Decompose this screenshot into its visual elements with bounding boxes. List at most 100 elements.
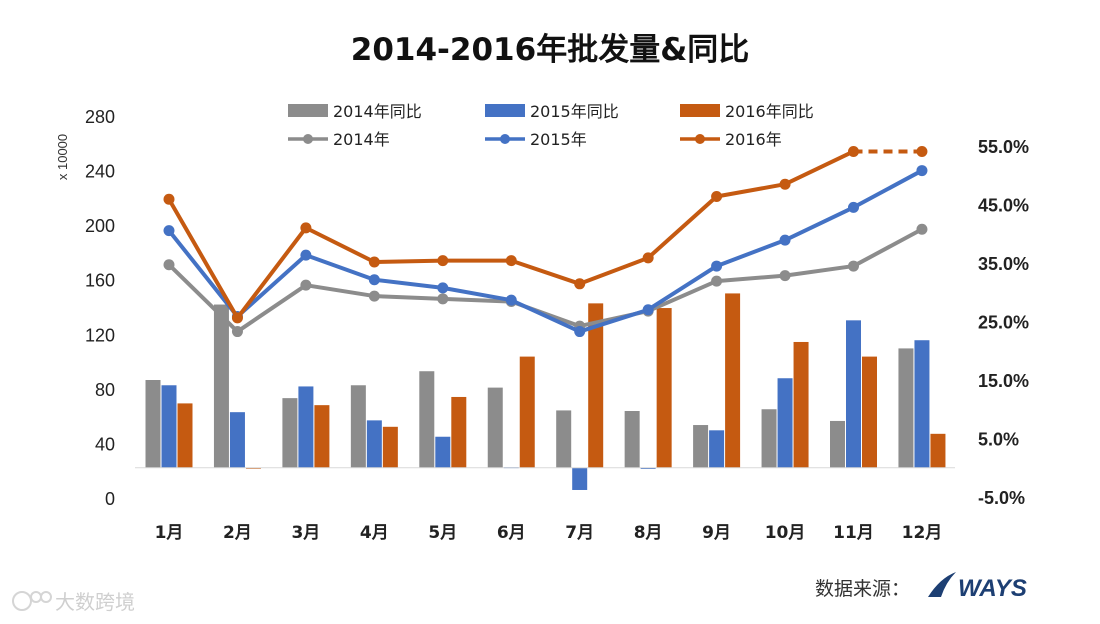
y-left-tick-label: 40 [95, 434, 115, 454]
y-right-tick-label: 55.0% [978, 137, 1029, 157]
watermark-text: 大数跨境 [55, 590, 135, 614]
bar-2015年同比-2月 [229, 412, 245, 468]
x-axis-categories: 1月 2月 3月 4月 5月 6月 7月 8月 9月 10月 11月 12月 [155, 523, 943, 543]
point-2016年-5月 [437, 255, 449, 267]
bar-2016年同比-7月 [588, 303, 604, 468]
point-2014年-12月 [916, 223, 928, 235]
point-2016年-6月 [505, 255, 517, 267]
y-left-tick-label: 280 [85, 107, 115, 127]
point-2015年-7月 [574, 326, 586, 338]
point-2015年-8月 [642, 304, 654, 316]
x-category-label: 9月 [702, 523, 731, 543]
legend-label: 2016年 [725, 130, 782, 149]
bar-2014年同比-6月 [487, 387, 503, 468]
y-right-tick-label: 5.0% [978, 430, 1019, 450]
point-2016年-2月 [231, 312, 243, 324]
legend-label: 2014年同比 [333, 102, 422, 121]
x-category-label: 2月 [223, 523, 252, 543]
point-2015年-10月 [779, 234, 791, 246]
bar-2014年同比-2月 [213, 304, 229, 468]
point-2014年-4月 [368, 290, 380, 302]
bar-2014年同比-1月 [145, 380, 161, 468]
bar-2014年同比-12月 [898, 348, 914, 468]
bar-2015年同比-10月 [777, 378, 793, 468]
point-2016年-8月 [642, 252, 654, 264]
point-2015年-3月 [300, 249, 312, 261]
bar-2016年同比-6月 [519, 356, 535, 468]
point-2016年-12月 [916, 145, 928, 157]
legend: 2014年同比 2015年同比 2016年同比 2014年 2015年 2016年 [288, 102, 814, 149]
bar-2014年同比-3月 [282, 398, 298, 468]
y-right-tick-label: -5.0% [978, 488, 1025, 508]
bar-2015年同比-12月 [914, 340, 930, 468]
point-2016年-1月 [163, 193, 175, 205]
line-2016年 [167, 149, 856, 320]
point-2015年-5月 [437, 282, 449, 294]
bar-2015年同比-11月 [846, 320, 861, 468]
bar-2015年同比-3月 [298, 386, 314, 468]
watermark: 大数跨境 [12, 590, 135, 614]
bar-2016年同比-3月 [314, 405, 330, 468]
x-category-label: 8月 [634, 523, 663, 543]
bar-2016年同比-12月 [930, 433, 946, 468]
point-2016年-4月 [368, 256, 380, 268]
logo-text: WAYS [958, 575, 1027, 602]
point-2014年-9月 [711, 275, 723, 287]
y-left-tick-label: 0 [105, 489, 115, 509]
point-2016年-9月 [711, 190, 723, 202]
legend-marker-2015年 [500, 134, 510, 144]
x-category-label: 11月 [833, 523, 874, 543]
bar-2016年同比-1月 [177, 403, 193, 468]
bar-2016年同比-4月 [382, 426, 398, 468]
bars [145, 293, 946, 490]
point-2015年-12月 [916, 165, 928, 177]
ways-logo: WAYS [928, 572, 1027, 602]
point-2016年-3月 [300, 222, 312, 234]
legend-marker-2014年 [303, 134, 313, 144]
bar-2014年同比-11月 [830, 420, 845, 468]
point-2015年-11月 [848, 201, 859, 213]
lines [163, 145, 928, 338]
y-left-tick-label: 80 [95, 380, 115, 400]
y-left-tick-label: 120 [85, 325, 115, 345]
point-2015年-6月 [505, 294, 517, 306]
point-2016年-10月 [779, 178, 791, 190]
y-left-tick-label: 160 [85, 271, 115, 291]
legend-label: 2014年 [333, 130, 390, 149]
y-right-tick-label: 25.0% [978, 313, 1029, 333]
watermark-logo-icon [12, 591, 52, 611]
ways-logo-swoosh-icon [928, 572, 956, 597]
point-2014年-5月 [437, 293, 449, 305]
point-2014年-2月 [231, 326, 243, 338]
legend-swatch-2015年同比 [485, 104, 525, 117]
x-category-label: 5月 [428, 523, 457, 543]
x-category-label: 7月 [565, 523, 594, 543]
bar-2015年同比-5月 [435, 436, 451, 468]
point-2014年-10月 [779, 270, 791, 282]
x-category-label: 1月 [155, 523, 184, 543]
bar-2014年同比-10月 [761, 409, 777, 468]
y-axis-unit-label: x 10000 [55, 134, 70, 180]
legend-label: 2015年同比 [530, 102, 619, 121]
point-2016年-11月 [848, 145, 859, 157]
bar-2014年同比-9月 [693, 425, 709, 468]
bar-2016年同比-9月 [725, 293, 741, 468]
point-2015年-9月 [711, 260, 723, 272]
x-category-label: 6月 [497, 523, 526, 543]
point-2014年-1月 [163, 259, 175, 271]
x-category-label: 3月 [291, 523, 320, 543]
y-right-tick-label: 35.0% [978, 254, 1029, 274]
legend-marker-2016年 [695, 134, 705, 144]
bar-2014年同比-5月 [419, 371, 435, 468]
bar-2016年同比-10月 [793, 341, 809, 468]
y-axis-left-ticks: 0 40 80 120 160 200 240 280 [85, 107, 115, 509]
bar-2015年同比-8月 [640, 467, 656, 469]
bar-2015年同比-7月 [572, 467, 588, 490]
x-category-label: 10月 [765, 523, 806, 543]
point-2015年-1月 [163, 225, 175, 237]
legend-label: 2015年 [530, 130, 587, 149]
x-category-label: 12月 [902, 523, 943, 543]
legend-swatch-2016年同比 [680, 104, 720, 117]
bar-2015年同比-1月 [161, 385, 177, 468]
